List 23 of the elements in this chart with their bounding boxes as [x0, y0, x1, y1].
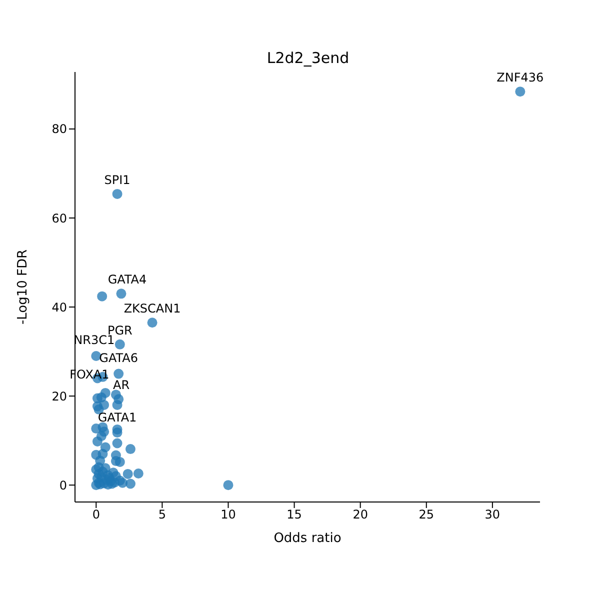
x-tick-label: 0: [92, 508, 100, 522]
annotation: NR3C1: [74, 332, 115, 347]
y-tick-label: 0: [59, 478, 67, 492]
y-tick-label: 60: [52, 211, 67, 226]
y-tick-label: 80: [52, 122, 67, 136]
annotation: GATA1: [98, 410, 137, 424]
annotation: SPI1: [104, 172, 130, 187]
annotation: ZNF436: [496, 70, 544, 85]
x-tick-label: 25: [418, 508, 434, 522]
chart-title: L2d2_3end: [266, 49, 350, 67]
annotation: AR: [113, 378, 130, 392]
annotation: ZKSCAN1: [124, 302, 181, 316]
y-axis-title: -Log10 FDR: [16, 249, 31, 325]
x-tick-label: 15: [286, 508, 302, 522]
x-axis-title: Odds ratio: [274, 531, 342, 546]
annotation: GATA4: [108, 272, 147, 287]
x-tick-label: 30: [484, 508, 500, 522]
x-tick-label: 10: [220, 508, 236, 522]
x-tick-label: 20: [352, 508, 368, 522]
y-tick-label: 40: [52, 300, 67, 314]
y-tick-label: 20: [52, 389, 67, 404]
x-tick-label: 5: [158, 508, 166, 522]
annotation: GATA6: [99, 350, 138, 365]
